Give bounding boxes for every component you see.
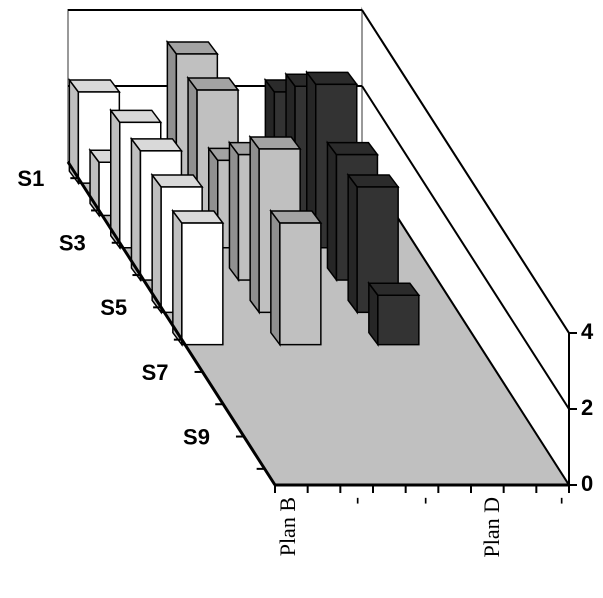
x-tick-label: - bbox=[343, 497, 368, 504]
bar-side bbox=[228, 140, 240, 283]
x-tick-label: - bbox=[547, 497, 572, 504]
y-tick-label: 0 bbox=[581, 471, 593, 496]
bar-side bbox=[110, 108, 121, 250]
depth-tick-label: S7 bbox=[142, 360, 169, 385]
bar-top bbox=[248, 136, 302, 150]
y-tick-label: 2 bbox=[581, 395, 593, 420]
bar-top bbox=[171, 210, 225, 224]
bar-side bbox=[326, 140, 338, 283]
bar bbox=[181, 222, 224, 346]
bar-side bbox=[130, 136, 142, 283]
depth-tick-label: S9 bbox=[183, 424, 210, 449]
depth-tick-label: S1 bbox=[17, 166, 44, 191]
bar-top bbox=[129, 138, 183, 152]
bar-side bbox=[151, 172, 162, 315]
bar-side bbox=[347, 172, 358, 315]
bar-top bbox=[269, 210, 323, 224]
depth-tick-label: S5 bbox=[100, 295, 127, 320]
bar-side bbox=[172, 208, 183, 347]
grid-line bbox=[361, 9, 570, 334]
x-tick-label: - bbox=[411, 497, 436, 504]
bar-top bbox=[325, 141, 379, 156]
bar-side bbox=[249, 134, 260, 315]
bar-top bbox=[186, 77, 240, 91]
grid-line bbox=[361, 85, 570, 410]
depth-tick-label: S3 bbox=[59, 231, 86, 256]
bar-top bbox=[67, 79, 121, 93]
bars bbox=[67, 39, 421, 347]
bar-top bbox=[305, 71, 359, 86]
bar-top bbox=[150, 174, 204, 188]
x-tick-label: Plan B bbox=[275, 497, 300, 556]
bar-top bbox=[346, 174, 400, 188]
bar-side bbox=[270, 208, 281, 347]
y-tick-label: 4 bbox=[581, 319, 594, 344]
bar bbox=[377, 294, 420, 346]
x-tick-label: Plan D bbox=[479, 497, 504, 558]
bar bbox=[279, 222, 322, 346]
axes: 0 2 4 S1 S3 S5 S7 S9 Plan B - - Plan D - bbox=[17, 161, 594, 558]
bar-top bbox=[165, 41, 219, 55]
bar-top bbox=[109, 109, 163, 124]
depth-axis bbox=[66, 161, 277, 486]
bar-top bbox=[367, 282, 421, 296]
